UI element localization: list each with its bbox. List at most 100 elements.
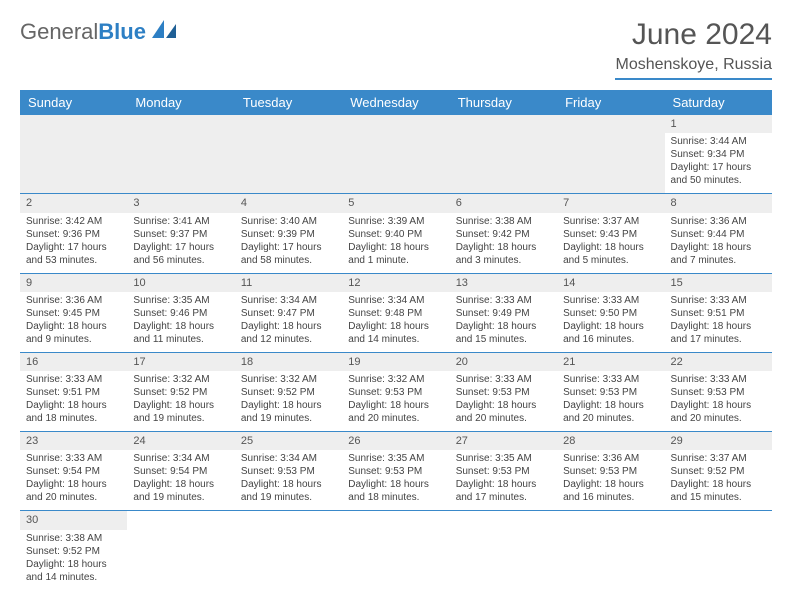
day-number: 10 (127, 274, 234, 292)
day-number: 20 (450, 353, 557, 371)
sunset-text: Sunset: 9:52 PM (241, 386, 336, 399)
day-number: 18 (235, 353, 342, 371)
calendar-cell (342, 115, 449, 194)
sunrise-text: Sunrise: 3:33 AM (26, 373, 121, 386)
daylight-text: Daylight: 17 hours and 58 minutes. (241, 241, 336, 267)
sunset-text: Sunset: 9:53 PM (348, 386, 443, 399)
day-number: 22 (665, 353, 772, 371)
sunrise-text: Sunrise: 3:36 AM (671, 215, 766, 228)
month-title: June 2024 (615, 18, 772, 52)
calendar-cell: 11Sunrise: 3:34 AMSunset: 9:47 PMDayligh… (235, 273, 342, 352)
calendar-week: 16Sunrise: 3:33 AMSunset: 9:51 PMDayligh… (20, 352, 772, 431)
daylight-text: Daylight: 18 hours and 15 minutes. (671, 478, 766, 504)
calendar-week: 2Sunrise: 3:42 AMSunset: 9:36 PMDaylight… (20, 194, 772, 273)
day-header: Friday (557, 90, 664, 115)
daylight-text: Daylight: 18 hours and 19 minutes. (241, 399, 336, 425)
sunrise-text: Sunrise: 3:32 AM (133, 373, 228, 386)
calendar-cell (127, 115, 234, 194)
day-number: 28 (557, 432, 664, 450)
sunset-text: Sunset: 9:45 PM (26, 307, 121, 320)
calendar-cell: 13Sunrise: 3:33 AMSunset: 9:49 PMDayligh… (450, 273, 557, 352)
calendar-cell: 18Sunrise: 3:32 AMSunset: 9:52 PMDayligh… (235, 352, 342, 431)
daylight-text: Daylight: 18 hours and 7 minutes. (671, 241, 766, 267)
logo: GeneralBlue (20, 18, 178, 46)
calendar-cell (20, 115, 127, 194)
sunset-text: Sunset: 9:50 PM (563, 307, 658, 320)
calendar-cell: 26Sunrise: 3:35 AMSunset: 9:53 PMDayligh… (342, 432, 449, 511)
day-number: 5 (342, 194, 449, 212)
sunrise-text: Sunrise: 3:34 AM (133, 452, 228, 465)
calendar-cell (342, 511, 449, 590)
day-number: 29 (665, 432, 772, 450)
calendar-cell (557, 115, 664, 194)
day-number: 1 (665, 115, 772, 133)
calendar-cell: 23Sunrise: 3:33 AMSunset: 9:54 PMDayligh… (20, 432, 127, 511)
day-number: 24 (127, 432, 234, 450)
daylight-text: Daylight: 17 hours and 53 minutes. (26, 241, 121, 267)
sunrise-text: Sunrise: 3:33 AM (563, 373, 658, 386)
day-number: 27 (450, 432, 557, 450)
day-number: 19 (342, 353, 449, 371)
sunset-text: Sunset: 9:52 PM (671, 465, 766, 478)
calendar-body: 1 Sunrise: 3:44 AMSunset: 9:34 PM Daylight… (20, 115, 772, 590)
calendar-cell: 17Sunrise: 3:32 AMSunset: 9:52 PMDayligh… (127, 352, 234, 431)
sunset-text: Sunset: 9:47 PM (241, 307, 336, 320)
sunrise-text: Sunrise: 3:38 AM (456, 215, 551, 228)
sunset-text: Sunset: 9:53 PM (348, 465, 443, 478)
calendar-cell (450, 115, 557, 194)
calendar-cell (235, 511, 342, 590)
day-number: 15 (665, 274, 772, 292)
calendar-cell: 22Sunrise: 3:33 AMSunset: 9:53 PMDayligh… (665, 352, 772, 431)
day-number: 6 (450, 194, 557, 212)
sunrise-text: Sunrise: 3:32 AM (348, 373, 443, 386)
day-number: 26 (342, 432, 449, 450)
calendar-cell: 5Sunrise: 3:39 AMSunset: 9:40 PMDaylight… (342, 194, 449, 273)
daylight-text: Daylight: 18 hours and 20 minutes. (456, 399, 551, 425)
sunrise-text: Sunrise: 3:36 AM (26, 294, 121, 307)
calendar-cell (127, 511, 234, 590)
day-number: 2 (20, 194, 127, 212)
sunset-text: Sunset: 9:42 PM (456, 228, 551, 241)
sunrise-text: Sunrise: 3:34 AM (241, 452, 336, 465)
location: Moshenskoye, Russia (615, 56, 772, 80)
sunset-text: Sunset: 9:37 PM (133, 228, 228, 241)
sunrise-text: Sunrise: 3:38 AM (26, 532, 121, 545)
sunset-text: Sunset: 9:53 PM (563, 465, 658, 478)
day-header-row: SundayMondayTuesdayWednesdayThursdayFrid… (20, 90, 772, 115)
sunrise-text: Sunrise: 3:36 AM (563, 452, 658, 465)
calendar-cell (450, 511, 557, 590)
calendar-week: 9Sunrise: 3:36 AMSunset: 9:45 PMDaylight… (20, 273, 772, 352)
calendar-cell: 20Sunrise: 3:33 AMSunset: 9:53 PMDayligh… (450, 352, 557, 431)
day-header: Thursday (450, 90, 557, 115)
sunrise-text: Sunrise: 3:35 AM (133, 294, 228, 307)
sunrise-text: Sunrise: 3:35 AM (456, 452, 551, 465)
sunrise-text: Sunrise: 3:44 AM (671, 135, 766, 148)
calendar-cell: 8Sunrise: 3:36 AMSunset: 9:44 PMDaylight… (665, 194, 772, 273)
daylight-text: Daylight: 18 hours and 17 minutes. (671, 320, 766, 346)
sunset-text: Sunset: 9:53 PM (241, 465, 336, 478)
calendar-cell: 2Sunrise: 3:42 AMSunset: 9:36 PMDaylight… (20, 194, 127, 273)
daylight-text: Daylight: 18 hours and 19 minutes. (241, 478, 336, 504)
sunrise-text: Sunrise: 3:39 AM (348, 215, 443, 228)
calendar-cell: 27Sunrise: 3:35 AMSunset: 9:53 PMDayligh… (450, 432, 557, 511)
calendar-cell: 10Sunrise: 3:35 AMSunset: 9:46 PMDayligh… (127, 273, 234, 352)
day-number: 12 (342, 274, 449, 292)
sunset-text: Sunset: 9:51 PM (671, 307, 766, 320)
calendar-cell (235, 115, 342, 194)
calendar-cell: 30Sunrise: 3:38 AMSunset: 9:52 PMDayligh… (20, 511, 127, 590)
calendar-cell: 21Sunrise: 3:33 AMSunset: 9:53 PMDayligh… (557, 352, 664, 431)
daylight-text: Daylight: 18 hours and 9 minutes. (26, 320, 121, 346)
sunset-text: Sunset: 9:49 PM (456, 307, 551, 320)
sunset-text: Sunset: 9:54 PM (133, 465, 228, 478)
daylight-text: Daylight: 18 hours and 11 minutes. (133, 320, 228, 346)
logo-text-blue: Blue (98, 19, 146, 45)
daylight-text: Daylight: 18 hours and 20 minutes. (563, 399, 658, 425)
sunrise-text: Sunrise: 3:33 AM (456, 294, 551, 307)
calendar-cell: 15Sunrise: 3:33 AMSunset: 9:51 PMDayligh… (665, 273, 772, 352)
sunset-text: Sunset: 9:48 PM (348, 307, 443, 320)
sunset-text: Sunset: 9:52 PM (26, 545, 121, 558)
day-number: 11 (235, 274, 342, 292)
daylight-text: Daylight: 18 hours and 14 minutes. (348, 320, 443, 346)
day-number: 25 (235, 432, 342, 450)
sunset-text: Sunset: 9:34 PM (671, 148, 766, 161)
